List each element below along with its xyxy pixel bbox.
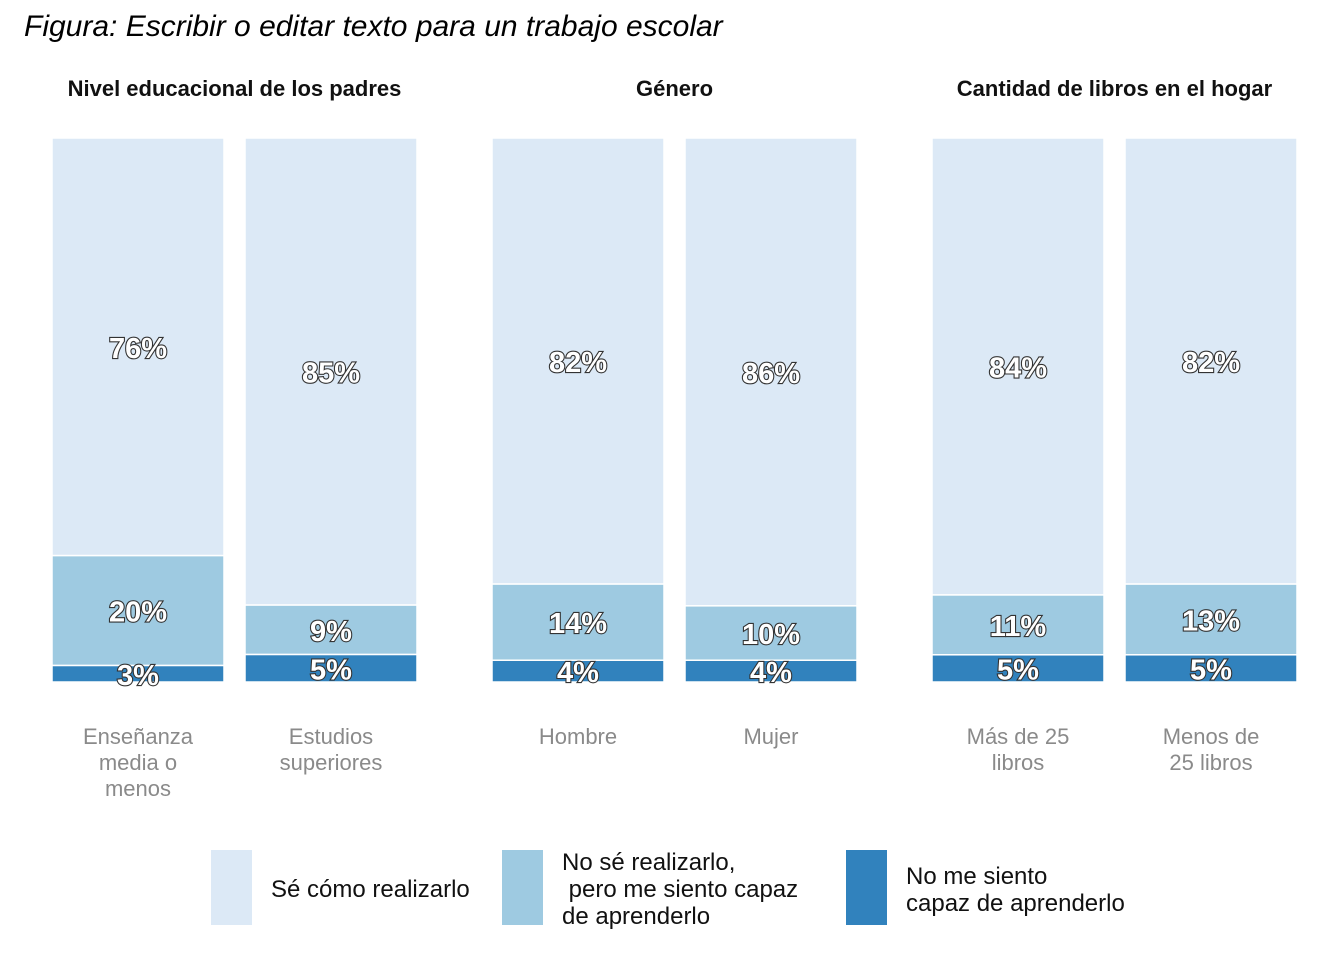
data-label: 14% — [549, 608, 607, 640]
panel-title: Género — [636, 76, 713, 101]
data-label: 4% — [557, 657, 599, 689]
data-label: 3% — [117, 660, 159, 692]
category-label: Enseñanza media o menos — [83, 724, 194, 801]
bar-segment — [244, 653, 418, 683]
bar-segment — [51, 664, 225, 683]
legend-swatch — [846, 850, 887, 925]
bar-segment — [491, 137, 665, 585]
data-label: 11% — [990, 611, 1047, 643]
data-label: 5% — [997, 654, 1039, 686]
category-label: Estudios superiores — [280, 724, 383, 775]
panel-title: Cantidad de libros en el hogar — [957, 76, 1273, 101]
legend-swatch — [211, 850, 252, 925]
data-label: 5% — [1190, 654, 1232, 686]
panel-title: Nivel educacional de los padres — [68, 76, 402, 101]
legend-swatch — [502, 850, 543, 925]
data-label: 9% — [310, 616, 352, 648]
bar-segment — [491, 583, 665, 661]
data-label: 5% — [310, 654, 352, 686]
data-label: 10% — [742, 619, 800, 651]
category-label: Menos de 25 libros — [1163, 724, 1260, 775]
bar-segment — [1124, 137, 1298, 585]
data-label: 85% — [302, 358, 360, 390]
figure-title: Figura: Escribir o editar texto para un … — [24, 10, 723, 43]
data-label: 20% — [109, 597, 167, 629]
bar-segment — [1124, 654, 1298, 683]
bar-segment — [931, 654, 1105, 683]
bar-segment — [684, 605, 858, 661]
bar-segment — [51, 554, 225, 667]
data-label: 84% — [989, 352, 1047, 384]
data-label: 82% — [1182, 347, 1240, 379]
legend-label: No sé realizarlo, pero me siento capaz de… — [562, 849, 798, 930]
legend-label: No me siento capaz de aprenderlo — [906, 863, 1125, 917]
bar-segment — [931, 137, 1105, 596]
category-label: Hombre — [539, 724, 617, 749]
data-label: 13% — [1182, 605, 1240, 637]
bar-segment — [684, 137, 858, 607]
data-label: 76% — [109, 333, 167, 365]
bar-segment — [931, 594, 1105, 656]
category-label: Mujer — [743, 724, 798, 749]
bar-segment — [244, 604, 418, 656]
bar-segment — [491, 659, 665, 683]
data-label: 4% — [750, 657, 792, 689]
bar-segment — [684, 659, 858, 683]
data-label: 82% — [549, 347, 607, 379]
category-label: Más de 25 libros — [967, 724, 1070, 775]
data-label: 86% — [742, 358, 800, 390]
bar-segment — [244, 137, 418, 606]
legend-label: Sé cómo realizarlo — [271, 876, 470, 903]
bar-segment — [51, 137, 225, 557]
